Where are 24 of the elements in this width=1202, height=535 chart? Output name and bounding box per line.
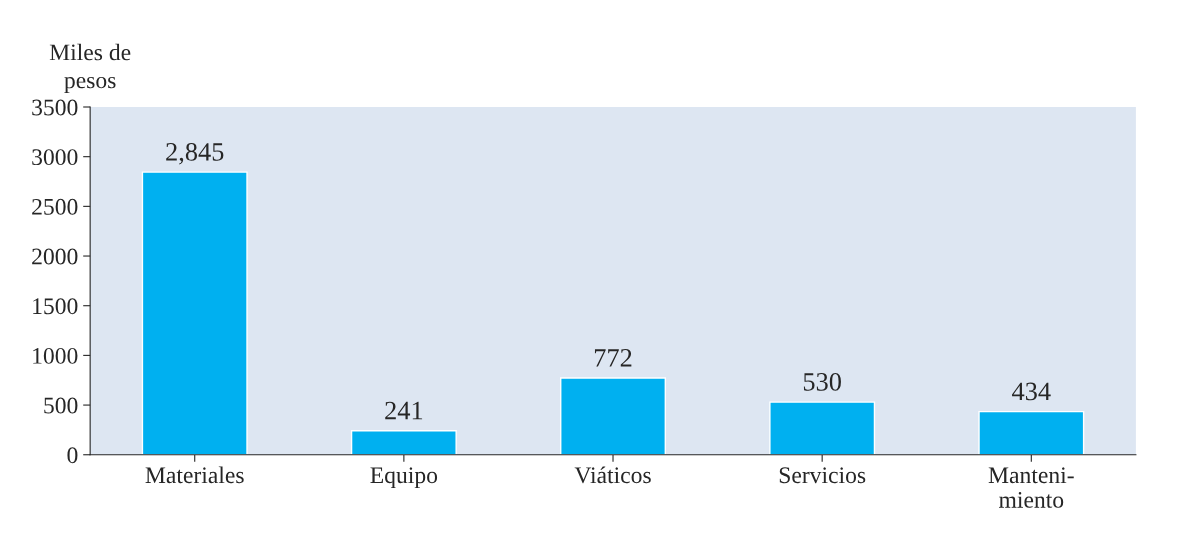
bar <box>141 171 248 455</box>
y-tick-label: 3000 <box>32 149 78 166</box>
y-tick-label: 3500 <box>32 99 78 116</box>
y-axis-title: Miles de pesos <box>49 43 131 94</box>
bar <box>978 410 1085 455</box>
x-tick-label: Materiales <box>145 466 244 484</box>
data-label: 530 <box>803 372 841 391</box>
bar <box>769 401 876 455</box>
bar <box>560 377 667 455</box>
y-tick-label: 2500 <box>32 198 78 215</box>
x-tick-label: Manteni- miento <box>988 467 1074 508</box>
bar <box>350 430 457 455</box>
x-tick-label: Servicios <box>779 467 866 484</box>
y-tick-label: 2000 <box>32 248 78 265</box>
x-tick-label: Viáticos <box>574 466 651 484</box>
data-label: 241 <box>385 401 423 420</box>
data-label: 2,845 <box>166 142 224 165</box>
y-tick-label: 1000 <box>33 347 78 364</box>
y-tick-label: 1500 <box>33 298 78 315</box>
data-label: 772 <box>594 348 632 367</box>
y-tick-label: 500 <box>44 397 78 414</box>
data-label: 434 <box>1012 382 1051 401</box>
y-tick-label: 0 <box>67 447 78 464</box>
x-tick-label: Equipo <box>370 467 438 488</box>
